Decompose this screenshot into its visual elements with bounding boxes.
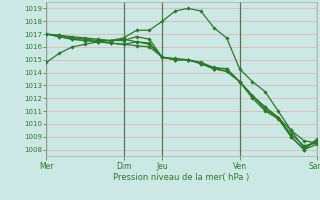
X-axis label: Pression niveau de la mer( hPa ): Pression niveau de la mer( hPa )	[114, 173, 250, 182]
